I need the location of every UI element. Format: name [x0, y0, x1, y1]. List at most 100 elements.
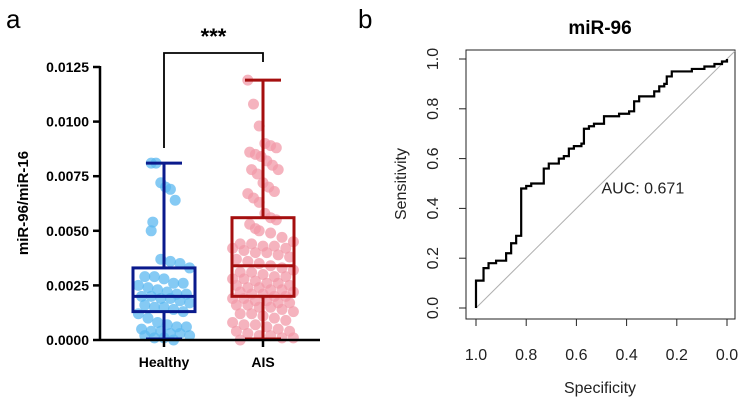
data-point: [242, 255, 254, 267]
data-point: [276, 231, 288, 243]
data-point: [142, 282, 154, 294]
data-point: [248, 98, 259, 110]
data-point: [238, 319, 250, 331]
y-tick-label: 0.0050: [46, 223, 89, 239]
data-point: [280, 242, 292, 254]
data-point: [169, 194, 181, 206]
data-point: [268, 185, 280, 197]
significance-stars: ***: [201, 24, 227, 49]
data-point: [272, 249, 284, 261]
data-point: [246, 266, 258, 278]
data-point: [287, 332, 299, 344]
data-point: [246, 238, 258, 250]
data-point: [270, 214, 282, 226]
data-point: [265, 301, 277, 313]
data-point: [287, 306, 299, 318]
data-point: [158, 301, 170, 313]
y-tick-label: 0.0: [425, 297, 442, 319]
data-point: [253, 258, 265, 270]
x-tick-label: Healthy: [139, 354, 190, 370]
y-tick-label: 0.0000: [46, 332, 89, 348]
y-axis-label: miR-96/miR-16: [15, 151, 32, 255]
data-point: [246, 308, 258, 320]
data-point: [261, 247, 273, 259]
data-point: [139, 299, 151, 311]
data-point: [168, 303, 180, 315]
boxplot-panel: Healthy AIS 0.0000 0.0025 0.0050 0.0075 0.0100…: [15, 24, 320, 370]
x-tick-label: 1.0: [465, 347, 487, 364]
y-tick-label: 0.8: [425, 98, 442, 120]
y-tick-label: 0.6: [425, 147, 442, 169]
y-axis-label: Sensitivity: [393, 148, 410, 220]
data-point: [230, 299, 242, 311]
data-point: [184, 330, 196, 342]
data-point: [238, 244, 250, 256]
data-point: [230, 253, 242, 265]
y-tick-label: 0.2: [425, 247, 442, 269]
x-tick-label: AIS: [251, 354, 274, 370]
y-tick-label: 0.4: [425, 197, 442, 219]
data-point: [272, 164, 284, 176]
data-point: [270, 142, 282, 154]
data-point: [132, 279, 144, 291]
x-tick-label: 0.4: [615, 347, 637, 364]
x-tick-label: 0.8: [515, 347, 537, 364]
data-point: [280, 271, 292, 283]
data-point: [284, 251, 296, 263]
roc-curve: [474, 59, 729, 308]
data-point: [147, 216, 159, 228]
y-tick-label: 0.0100: [46, 114, 89, 130]
data-point: [230, 325, 242, 337]
data-point: [284, 297, 296, 309]
data-point: [242, 299, 254, 311]
significance-bracket: [163, 52, 264, 148]
data-point: [152, 317, 164, 329]
data-point: [184, 297, 196, 309]
y-tick-label: 1.0: [425, 48, 442, 70]
box: [230, 216, 296, 298]
x-tick-label: 0.2: [666, 347, 688, 364]
data-point: [158, 273, 170, 285]
x-axis-label: Specificity: [564, 380, 636, 397]
data-point: [164, 183, 176, 195]
data-point: [164, 293, 176, 305]
data-point: [249, 319, 261, 331]
data-point: [249, 247, 261, 259]
data-point: [265, 227, 277, 239]
roc-panel: miR-96 1.0 0.8 0.6 0.4 0.2 0.0 0.0 0.2 0.4 0.6 0.8 1…: [393, 18, 738, 397]
reference-diagonal: [475, 50, 736, 309]
data-point: [272, 323, 284, 335]
data-point: [174, 295, 186, 307]
panel-label-a: a: [6, 4, 21, 34]
data-point: [253, 225, 265, 237]
data-point: [276, 303, 288, 315]
data-point: [234, 308, 246, 320]
data-point: [268, 240, 280, 252]
box: [131, 266, 197, 314]
data-point: [177, 277, 189, 289]
plot-frame: [465, 49, 736, 320]
data-point: [139, 271, 151, 283]
auc-annotation: AUC: 0.671: [602, 180, 685, 197]
data-point: [164, 255, 176, 267]
y-tick-label: 0.0125: [46, 59, 89, 75]
y-tick-label: 0.0025: [46, 277, 89, 293]
data-point: [268, 312, 280, 324]
y-tick-label: 0.0075: [46, 168, 89, 184]
x-tick-label: 0.0: [716, 347, 738, 364]
data-point: [257, 268, 269, 280]
data-point: [142, 312, 154, 324]
x-tick-label: 0.6: [565, 347, 587, 364]
data-point: [238, 273, 250, 285]
data-point: [251, 168, 263, 180]
panel-label-b: b: [358, 4, 372, 34]
data-point: [145, 225, 157, 237]
data-point: [148, 301, 160, 313]
data-point: [280, 314, 292, 326]
data-point: [168, 277, 180, 289]
data-point: [148, 271, 160, 283]
data-point: [227, 317, 239, 329]
data-point: [132, 308, 144, 320]
data-point: [174, 258, 186, 270]
